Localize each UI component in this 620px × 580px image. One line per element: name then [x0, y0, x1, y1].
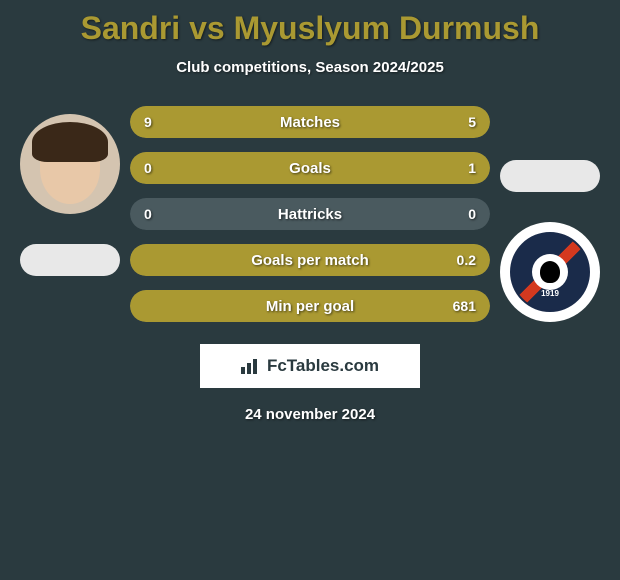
player2-club-badge: 1919 — [500, 222, 600, 322]
brand-text: FcTables.com — [267, 356, 379, 376]
badge-year: 1919 — [541, 289, 559, 298]
comparison-card: Sandri vs Myuslyum Durmush Club competit… — [0, 0, 620, 433]
stats-bars: 9 Matches 5 0 Goals 1 0 Hattricks 0 Goals per mat… — [130, 106, 490, 322]
stat-right-value: 1 — [468, 160, 476, 176]
stat-left-value: 9 — [144, 114, 152, 130]
player-left-column — [20, 106, 120, 276]
stat-label: Matches — [280, 114, 340, 131]
stat-label: Min per goal — [266, 298, 354, 315]
stat-row: 0 Goals 1 — [130, 152, 490, 184]
main-area: 9 Matches 5 0 Goals 1 0 Hattricks 0 Goals per mat… — [0, 106, 620, 322]
page-title: Sandri vs Myuslyum Durmush — [0, 10, 620, 47]
player-right-column: 1919 — [500, 106, 600, 322]
stat-left-value: 0 — [144, 160, 152, 176]
stat-label: Goals per match — [251, 252, 369, 269]
badge-inner: 1919 — [510, 232, 590, 312]
stat-label: Hattricks — [278, 206, 342, 223]
brand-box: FcTables.com — [200, 344, 420, 388]
stat-left-value: 0 — [144, 206, 152, 222]
badge-center — [532, 254, 568, 290]
player1-nation-pill — [20, 244, 120, 276]
stat-row: Goals per match 0.2 — [130, 244, 490, 276]
player1-avatar — [20, 114, 120, 214]
badge-head-icon — [540, 261, 560, 283]
player2-nation-pill — [500, 160, 600, 192]
face-icon — [40, 134, 100, 204]
date-text: 24 november 2024 — [0, 406, 620, 423]
chart-icon — [241, 358, 261, 374]
stat-row: Min per goal 681 — [130, 290, 490, 322]
avatar-image — [20, 114, 120, 214]
stat-right-value: 681 — [453, 298, 476, 314]
subtitle: Club competitions, Season 2024/2025 — [0, 59, 620, 76]
stat-right-value: 5 — [468, 114, 476, 130]
stat-label: Goals — [289, 160, 331, 177]
stat-row: 9 Matches 5 — [130, 106, 490, 138]
stat-right-value: 0.2 — [457, 252, 476, 268]
stat-row: 0 Hattricks 0 — [130, 198, 490, 230]
stat-right-value: 0 — [468, 206, 476, 222]
